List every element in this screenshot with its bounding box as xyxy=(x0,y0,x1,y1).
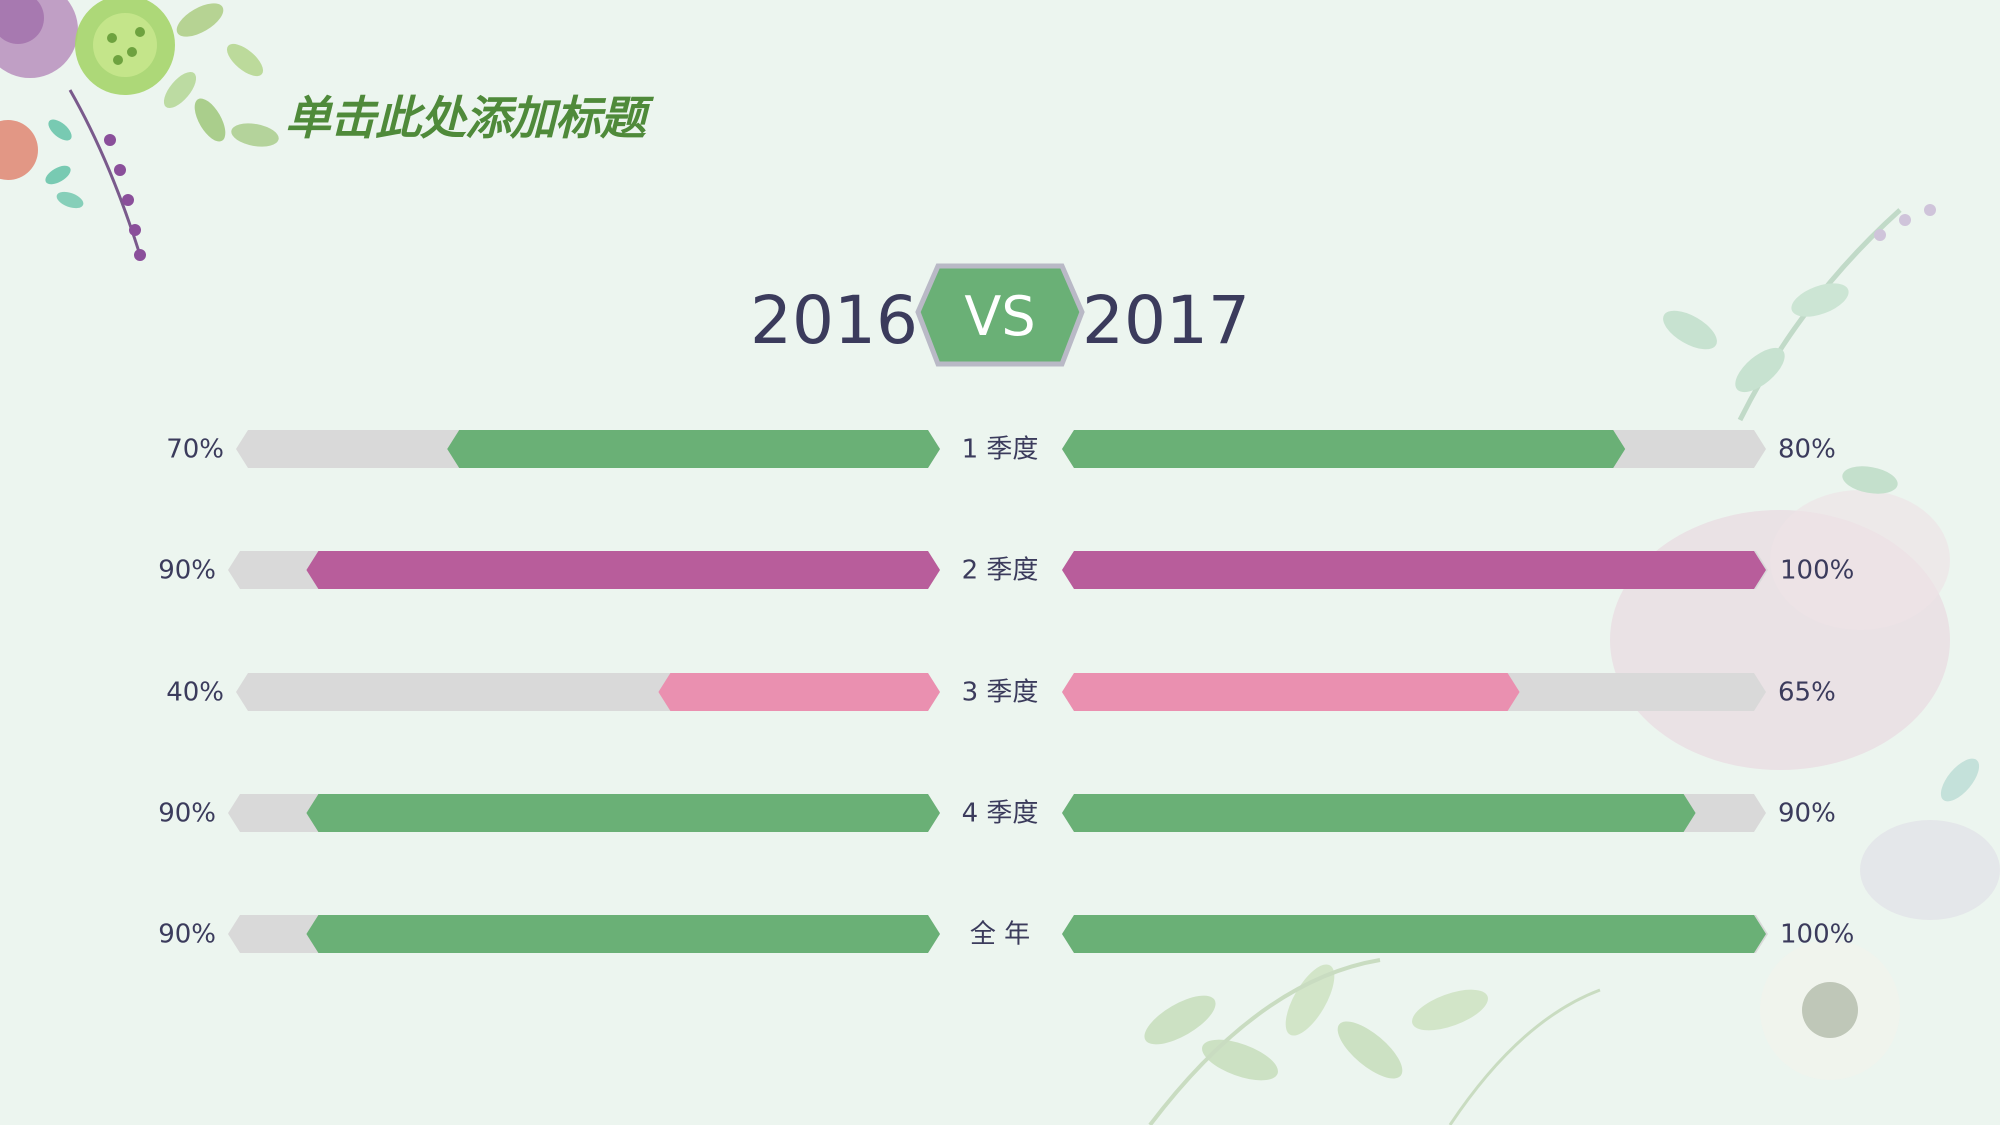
right-value-label: 100% xyxy=(1780,556,1854,586)
right-value-label: 80% xyxy=(1778,435,1836,465)
left-value-bar xyxy=(447,430,940,468)
category-label: 1 季度 xyxy=(962,435,1039,465)
left-year-label: 2016 xyxy=(750,282,918,359)
category-label: 3 季度 xyxy=(962,678,1039,708)
category-label: 全 年 xyxy=(970,920,1030,950)
vs-hexagon-icon xyxy=(915,263,1085,367)
right-value-label: 90% xyxy=(1778,799,1836,829)
left-value-label: 40% xyxy=(166,678,224,708)
right-value-label: 100% xyxy=(1780,920,1854,950)
category-label: 4 季度 xyxy=(962,799,1039,829)
right-value-bar xyxy=(1062,430,1626,468)
right-year-label: 2017 xyxy=(1082,282,1250,359)
right-value-bar xyxy=(1062,673,1520,711)
right-value-bar xyxy=(1062,915,1766,953)
right-value-bar xyxy=(1062,551,1766,589)
left-value-bar xyxy=(306,551,940,589)
left-value-bar xyxy=(306,794,940,832)
category-label: 2 季度 xyxy=(962,556,1039,586)
right-value-bar xyxy=(1062,794,1696,832)
left-value-bar xyxy=(658,673,940,711)
bottom-greenery-icon xyxy=(1144,958,1601,1125)
vs-label: VS xyxy=(964,285,1035,348)
left-value-bar xyxy=(306,915,940,953)
top-left-flowers-icon xyxy=(0,0,279,261)
left-value-label: 90% xyxy=(158,556,216,586)
left-value-label: 90% xyxy=(158,799,216,829)
left-value-label: 90% xyxy=(158,920,216,950)
right-value-label: 65% xyxy=(1778,678,1836,708)
left-value-label: 70% xyxy=(166,435,224,465)
page-title[interactable]: 单击此处添加标题 xyxy=(285,91,646,145)
